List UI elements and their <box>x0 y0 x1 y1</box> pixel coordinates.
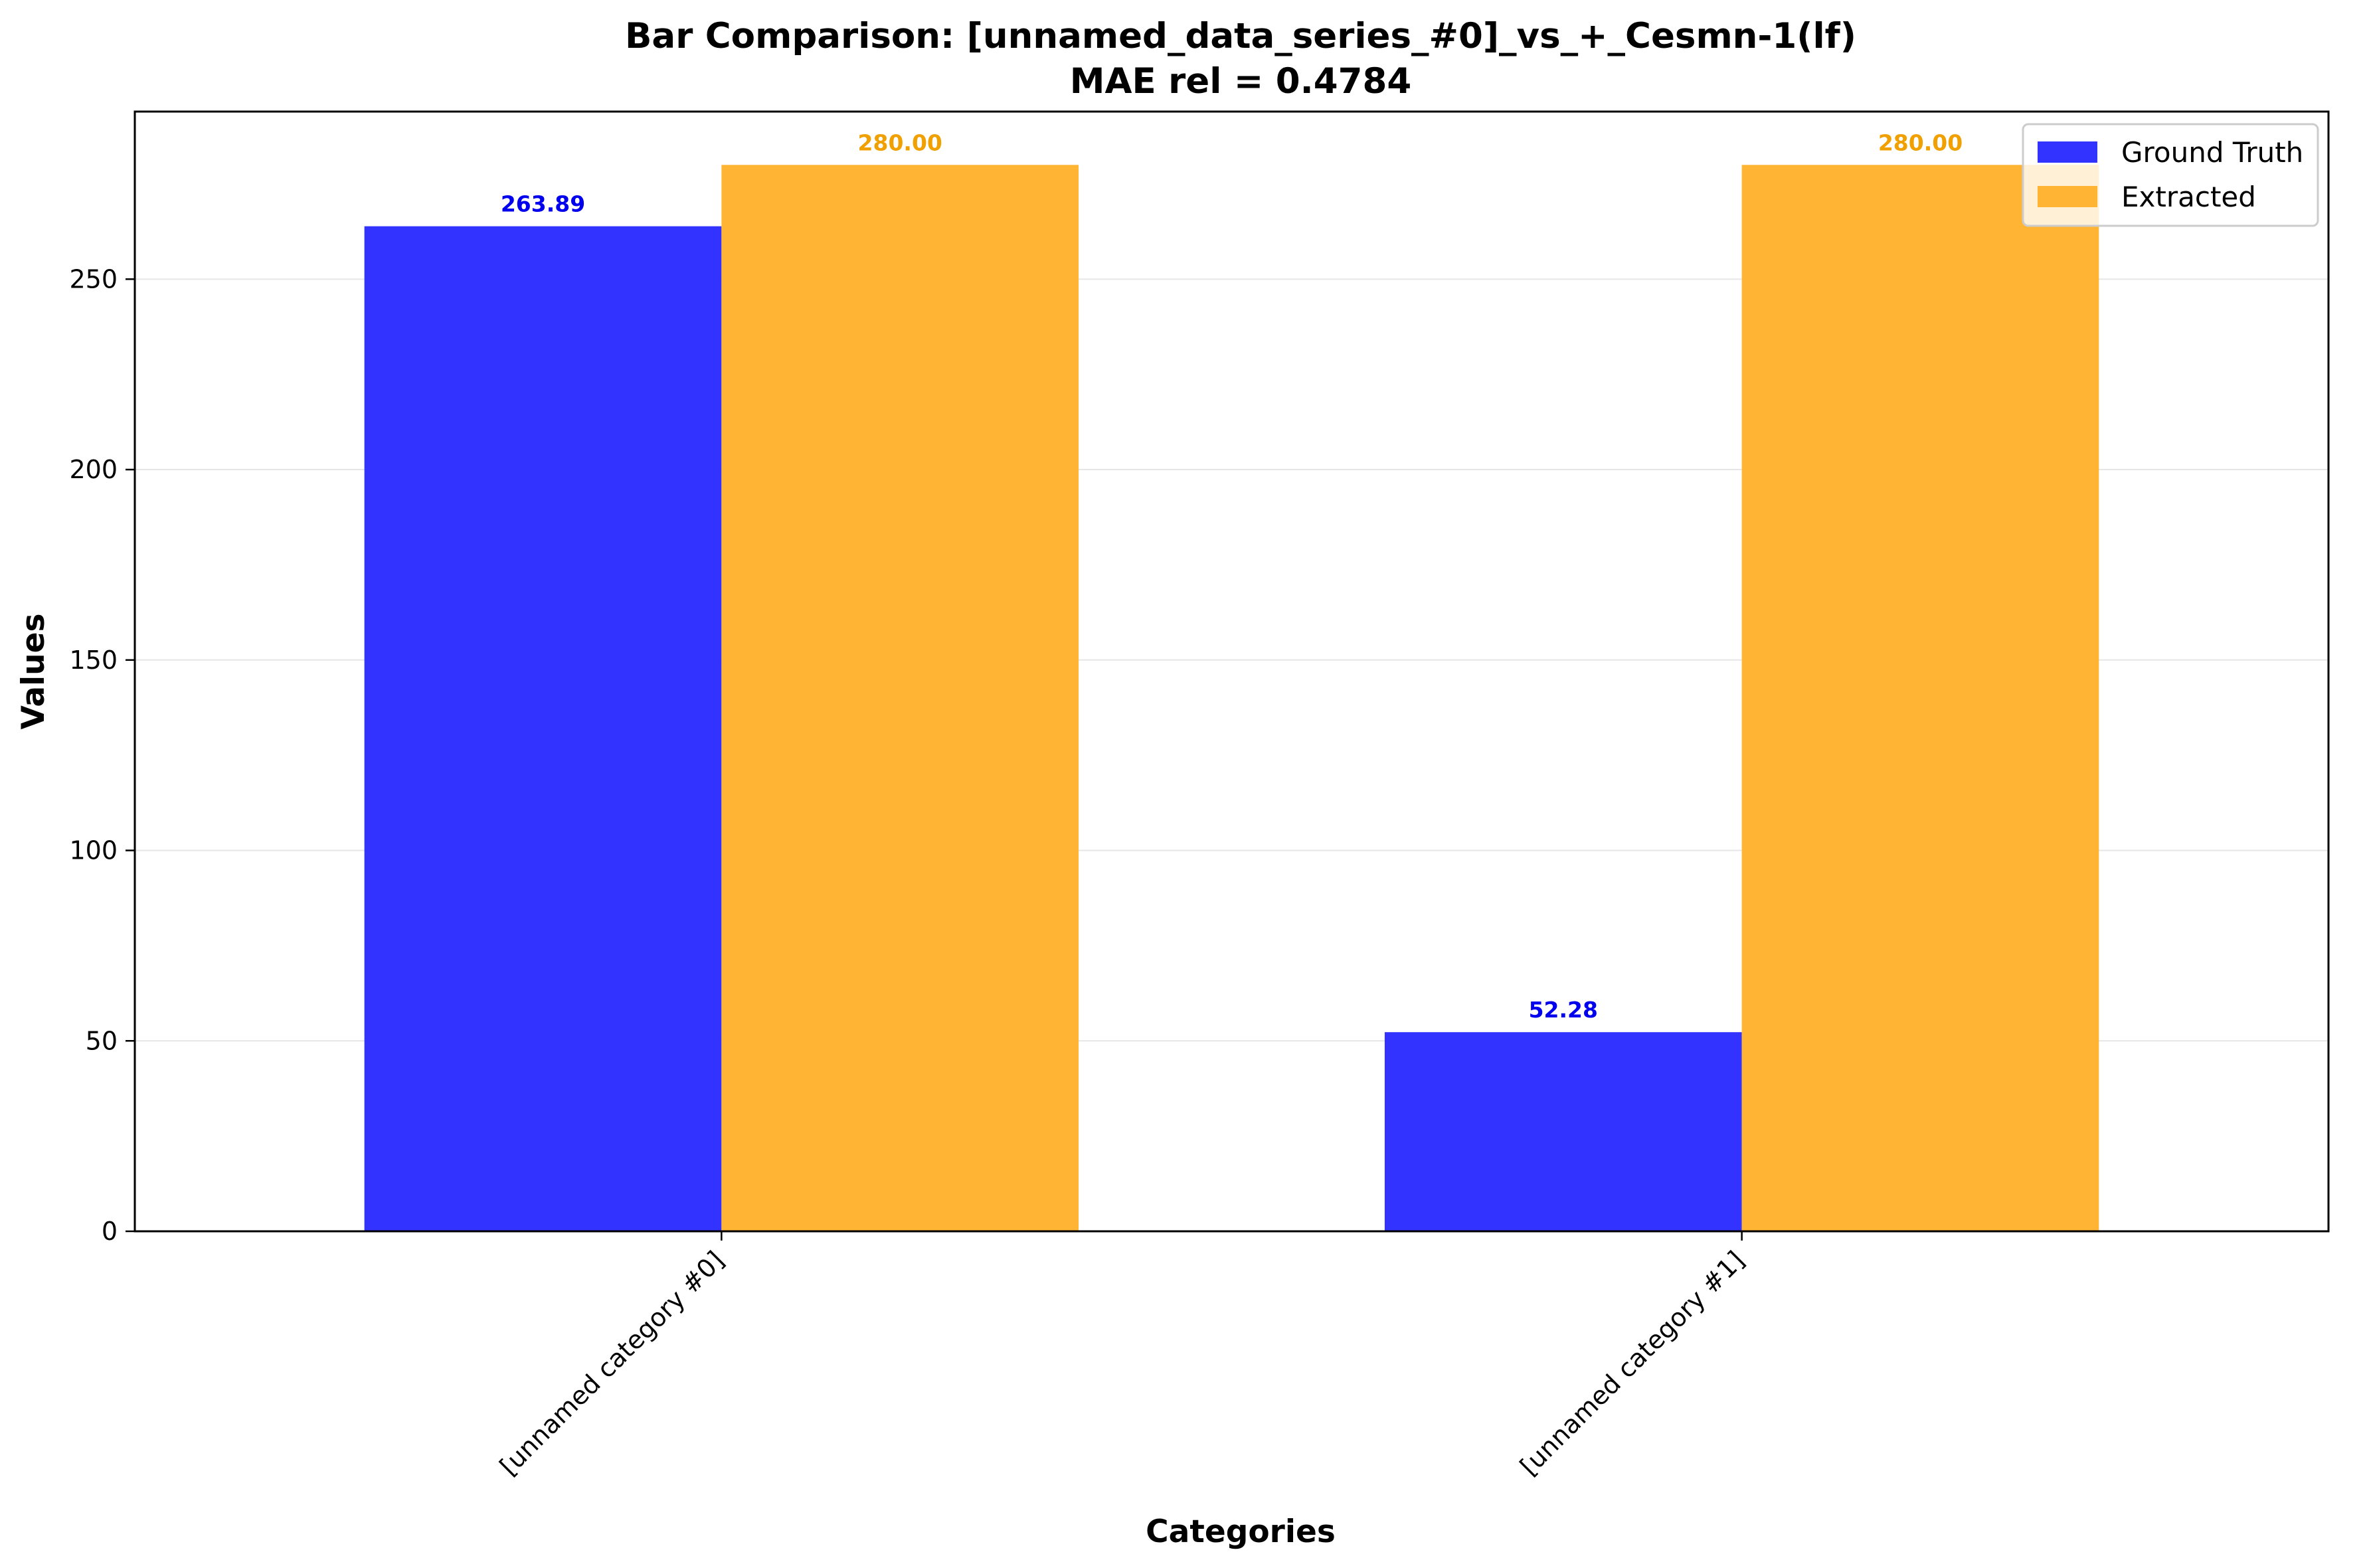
x-axis-ticks: [unnamed category #0] [unnamed category #… <box>494 1231 1750 1481</box>
plot-frame <box>133 110 2330 1233</box>
legend: Ground Truth Extracted <box>2022 123 2319 227</box>
bar-extracted-0 <box>721 165 1079 1231</box>
data-labels: 263.89 280.00 52.28 280.00 <box>501 130 1963 1023</box>
y-tick-label: 50 <box>86 1026 118 1055</box>
y-tick-label: 0 <box>102 1217 118 1246</box>
bar-ground-truth-1 <box>1384 1032 1742 1231</box>
data-label-ground-truth-0: 263.89 <box>501 191 585 217</box>
legend-swatch-extracted <box>2038 186 2097 207</box>
y-tick-label: 250 <box>69 264 118 294</box>
y-tick-label: 150 <box>69 646 118 675</box>
data-label-extracted-0: 280.00 <box>858 130 942 155</box>
legend-label-extracted: Extracted <box>2121 181 2256 213</box>
bar-extracted-1 <box>1741 165 2099 1231</box>
x-tick-label: [unnamed category #0] <box>494 1245 730 1481</box>
y-tick-label: 100 <box>69 836 118 865</box>
data-label-ground-truth-1: 52.28 <box>1529 997 1598 1023</box>
x-tick-label: [unnamed category #1] <box>1514 1245 1750 1481</box>
y-axis-label: Values <box>15 614 52 730</box>
chart-title: Bar Comparison: [unnamed_data_series_#0]… <box>625 16 1856 56</box>
chart-subtitle: MAE rel = 0.4784 <box>1070 61 1412 102</box>
x-axis-label: Categories <box>1146 1514 1336 1550</box>
y-tick-label: 200 <box>69 455 118 484</box>
bar-ground-truth-0 <box>364 226 722 1231</box>
bars <box>364 165 2099 1231</box>
legend-label-ground-truth: Ground Truth <box>2121 136 2303 169</box>
data-label-extracted-1: 280.00 <box>1878 130 1963 155</box>
legend-swatch-ground-truth <box>2038 141 2097 163</box>
y-axis-ticks: 0 50 100 150 200 250 <box>69 264 135 1246</box>
